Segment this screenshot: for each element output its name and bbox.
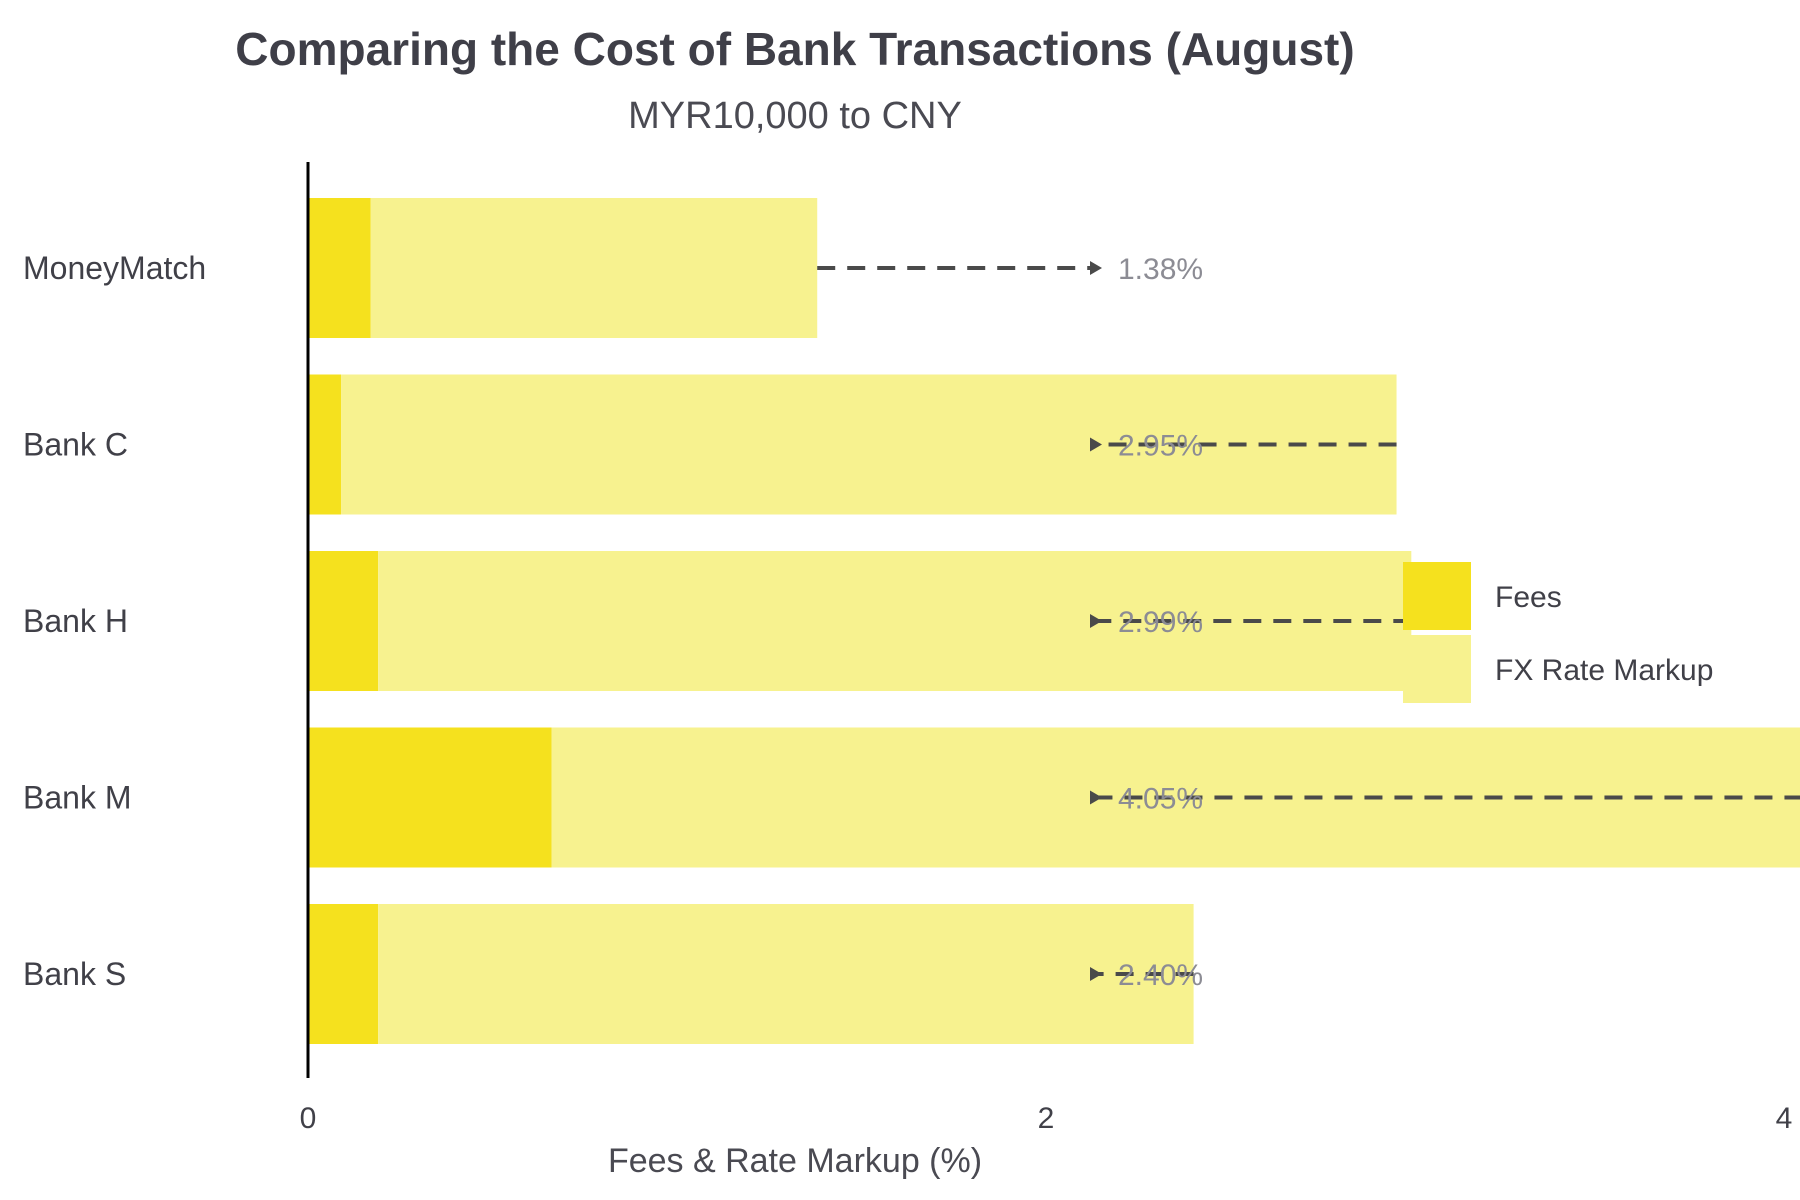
bar-fees-2 (308, 551, 379, 691)
connector-arrowhead-1 (1090, 437, 1102, 452)
connectors-group (817, 261, 1800, 981)
bars-group (308, 198, 1800, 1044)
category-label-4: Bank S (23, 956, 126, 992)
chart-title: Comparing the Cost of Bank Transactions … (235, 23, 1354, 75)
x-axis-title: Fees & Rate Markup (%) (608, 1142, 982, 1180)
connector-arrowhead-2 (1090, 614, 1102, 628)
legend-swatch-fx-markup (1403, 635, 1471, 703)
bar-fx-markup-1 (341, 374, 1397, 515)
connector-arrowhead-3 (1090, 790, 1102, 805)
total-label-1: 2.95% (1118, 430, 1203, 463)
total-label-4: 2.40% (1118, 959, 1203, 992)
x-axis-ticks: 0 2 4 (300, 1102, 1793, 1135)
bar-fees-4 (308, 904, 379, 1044)
value-labels: 1.38% 2.95% 2.99% 4.05% 2.40% (1118, 253, 1203, 992)
x-tick-label-1: 2 (1038, 1102, 1055, 1135)
bar-fx-markup-0 (370, 198, 818, 338)
legend-label-fx-markup: FX Rate Markup (1495, 654, 1713, 687)
x-tick-label-2: 4 (1776, 1102, 1793, 1135)
connector-arrowhead-4 (1090, 967, 1102, 981)
total-label-3: 4.05% (1118, 783, 1203, 816)
legend: Fees FX Rate Markup (1403, 562, 1713, 703)
legend-swatch-fees (1403, 562, 1471, 630)
connector-arrowhead-0 (1090, 261, 1102, 275)
total-label-0: 1.38% (1118, 253, 1203, 286)
bar-fees-3 (308, 727, 552, 868)
category-label-3: Bank M (23, 780, 131, 816)
bar-fx-markup-4 (378, 904, 1194, 1044)
category-label-0: MoneyMatch (23, 250, 206, 286)
bar-fees-1 (308, 374, 342, 515)
category-label-2: Bank H (23, 603, 128, 639)
category-labels: MoneyMatch Bank C Bank H Bank M Bank S (23, 250, 206, 992)
category-label-1: Bank C (23, 427, 128, 463)
bar-fees-0 (308, 198, 371, 338)
legend-label-fees: Fees (1495, 581, 1562, 614)
total-label-2: 2.99% (1118, 606, 1203, 639)
bar-fx-markup-2 (378, 551, 1412, 691)
chart-subtitle: MYR10,000 to CNY (628, 95, 962, 137)
x-tick-label-0: 0 (300, 1102, 317, 1135)
